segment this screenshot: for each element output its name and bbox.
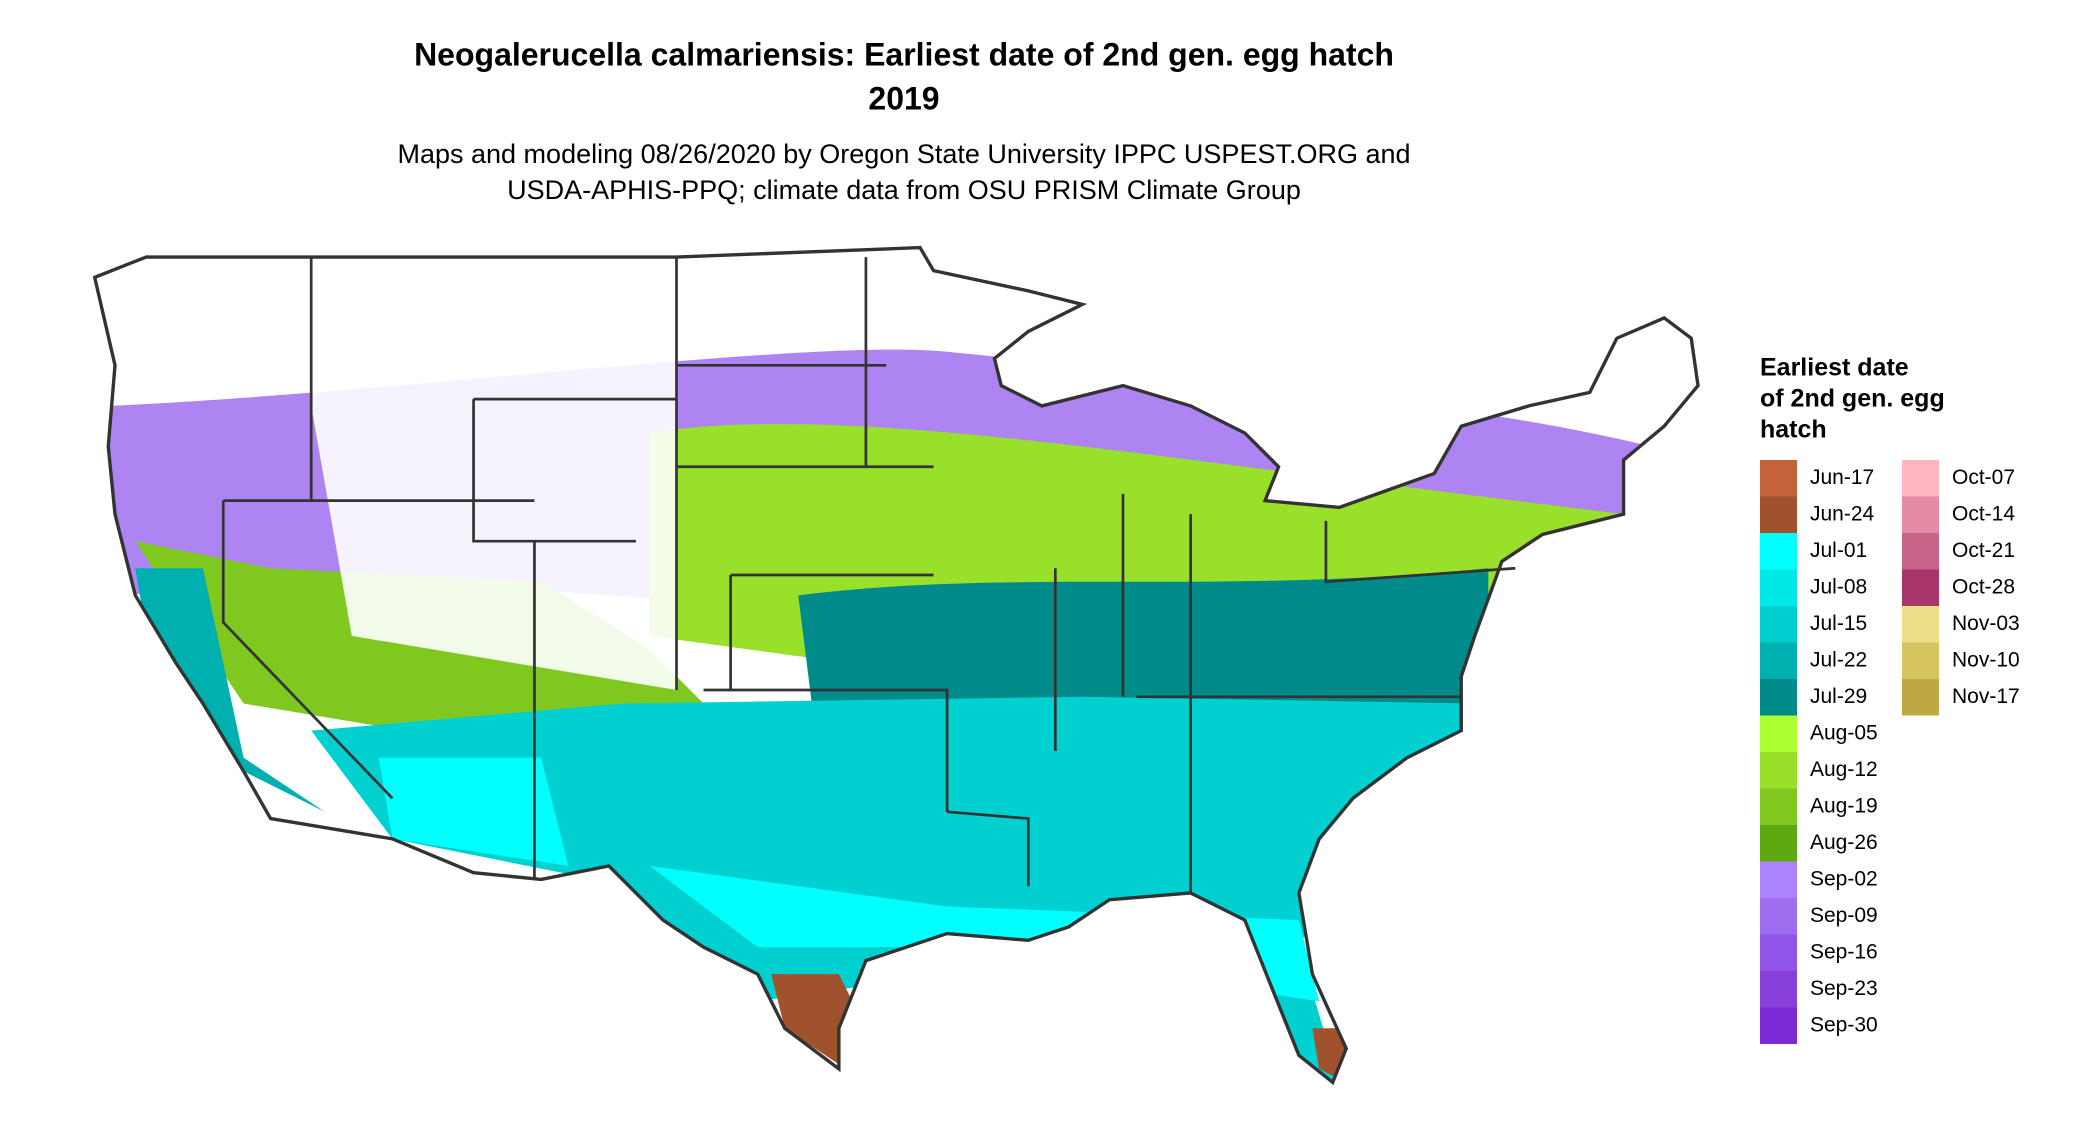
- legend-label: Sep-30: [1810, 1013, 1878, 1036]
- legend-title: Earliest date: [1760, 354, 1909, 382]
- subtitle: USDA-APHIS-PPQ; climate data from OSU PR…: [507, 175, 1301, 205]
- title: Neogalerucella calmariensis: Earliest da…: [414, 36, 1394, 72]
- region: [135, 568, 325, 812]
- legend-label: Sep-23: [1810, 977, 1878, 1000]
- legend-swatch: [1902, 533, 1939, 570]
- legend-label: Nov-17: [1952, 685, 2020, 708]
- legend-label: Jun-17: [1810, 466, 1874, 489]
- legend-swatch: [1902, 679, 1939, 716]
- legend-label: Sep-16: [1810, 940, 1878, 963]
- legend-swatch: [1760, 934, 1797, 971]
- legend-swatch: [1760, 788, 1797, 825]
- legend-label: Oct-07: [1952, 466, 2015, 489]
- region: [798, 568, 1489, 731]
- state-lines: [221, 257, 1516, 893]
- legend-label: Jun-24: [1810, 502, 1875, 525]
- legend-label: Aug-19: [1810, 794, 1878, 817]
- legend-swatch: [1902, 460, 1939, 497]
- legend-title: of 2nd gen. egg: [1760, 385, 1945, 413]
- legend-swatch: [1760, 1007, 1797, 1044]
- legend-swatch: [1760, 460, 1797, 497]
- legend-swatch: [1760, 715, 1797, 752]
- legend-swatch: [1902, 606, 1939, 643]
- legend-label: Aug-05: [1810, 721, 1878, 744]
- legend: Earliest date of 2nd gen. egg hatch Jun-17 J…: [1760, 354, 2020, 1044]
- legend-swatch: [1760, 642, 1797, 679]
- legend-swatch: [1760, 679, 1797, 716]
- legend-swatch: [1902, 569, 1939, 606]
- legend-label: Aug-12: [1810, 758, 1878, 781]
- legend-label: Jul-08: [1810, 575, 1867, 598]
- legend-label: Jul-22: [1810, 648, 1867, 671]
- legend-swatch: [1760, 861, 1797, 898]
- legend-label: Oct-28: [1952, 575, 2015, 598]
- legend-swatch: [1760, 569, 1797, 606]
- legend-swatch: [1760, 533, 1797, 570]
- legend-swatch: [1760, 496, 1797, 533]
- region: [1312, 1028, 1353, 1083]
- us-outline: [92, 245, 1700, 1086]
- legend-label: Sep-02: [1810, 867, 1878, 890]
- legend-label: Aug-26: [1810, 831, 1878, 854]
- legend-label: Nov-10: [1952, 648, 2020, 671]
- legend-swatch: [1760, 752, 1797, 789]
- legend-label: Jul-15: [1810, 612, 1867, 635]
- legend-swatch: [1760, 971, 1797, 1008]
- legend-label: Nov-03: [1952, 612, 2020, 635]
- legend-label: Jul-01: [1810, 539, 1867, 562]
- title: 2019: [868, 80, 939, 116]
- legend-title: hatch: [1760, 416, 1827, 444]
- region: [311, 270, 677, 691]
- legend-label: Oct-14: [1952, 502, 2015, 525]
- legend-swatch: [1760, 606, 1797, 643]
- legend-label: Jul-29: [1810, 685, 1867, 708]
- legend-swatch: [1902, 496, 1939, 533]
- legend-label: Oct-21: [1952, 539, 2015, 562]
- legend-swatch: [1902, 642, 1939, 679]
- legend-swatch: [1760, 898, 1797, 935]
- legend-swatch: [1760, 825, 1797, 862]
- legend-label: Sep-09: [1810, 904, 1878, 927]
- subtitle: Maps and modeling 08/26/2020 by Oregon S…: [397, 139, 1410, 169]
